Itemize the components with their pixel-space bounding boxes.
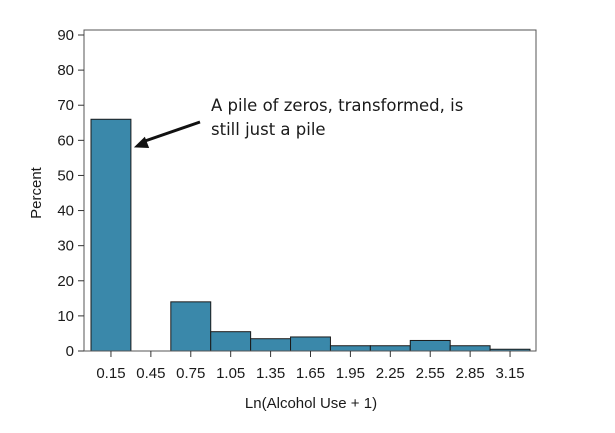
histogram-bar-1-95 [329, 345, 371, 352]
x-tick-label-3-15: 3.15 [495, 365, 524, 382]
annotation: A pile of zeros, transformed, is still ju… [133, 96, 463, 148]
histogram-bar-1-35 [250, 338, 292, 352]
x-tick-label-1-95: 1.95 [336, 365, 365, 382]
annotation-arrow-shaft [143, 120, 201, 143]
annotation-line-1: A pile of zeros, transformed, is [211, 96, 463, 115]
y-tick-label-90: 90 [57, 27, 74, 44]
y-axis-title: Percent [28, 166, 45, 219]
y-tick-label-40: 40 [57, 203, 74, 220]
axes-layer: 0 10 20 30 40 50 60 70 80 90 0.15 0.45 0.75 1.05 1.35 1… [57, 27, 537, 382]
histogram-bar-0-15 [90, 118, 132, 352]
y-tick-label-50: 50 [57, 167, 74, 184]
histogram-bar-2-55 [409, 339, 451, 352]
annotation-arrow-head [133, 136, 150, 148]
x-tick-label-0-45: 0.45 [136, 365, 165, 382]
y-tick-label-20: 20 [57, 273, 74, 290]
histogram-bar-1-65 [290, 336, 331, 352]
histogram-bar-2-85 [449, 345, 491, 352]
x-tick-label-1-65: 1.65 [296, 365, 325, 382]
x-tick-label-0-15: 0.15 [96, 365, 125, 382]
y-tick-label-30: 30 [57, 238, 74, 255]
histogram-bar-1-05 [210, 331, 252, 352]
y-tick-label-10: 10 [57, 308, 74, 325]
x-tick-label-2-25: 2.25 [376, 365, 405, 382]
x-tick-label-2-85: 2.85 [456, 365, 485, 382]
histogram-bar-2-25 [369, 345, 411, 352]
x-tick-label-1-35: 1.35 [256, 365, 285, 382]
x-axis-title: Ln(Alcohol Use + 1) [245, 395, 377, 412]
annotation-line-2: still just a pile [211, 120, 326, 139]
y-tick-label-60: 60 [57, 132, 74, 149]
x-tick-label-1-05: 1.05 [216, 365, 245, 382]
bars-layer [90, 118, 531, 352]
y-tick-label-80: 80 [57, 62, 74, 79]
x-tick-label-2-55: 2.55 [416, 365, 445, 382]
y-tick-label-0: 0 [66, 343, 74, 360]
y-tick-label-70: 70 [57, 97, 74, 114]
histogram-bar-0-75 [170, 301, 212, 352]
plot-frame [83, 29, 537, 352]
annotation-layer: A pile of zeros, transformed, is still ju… [133, 96, 463, 148]
x-tick-label-0-75: 0.75 [176, 365, 205, 382]
